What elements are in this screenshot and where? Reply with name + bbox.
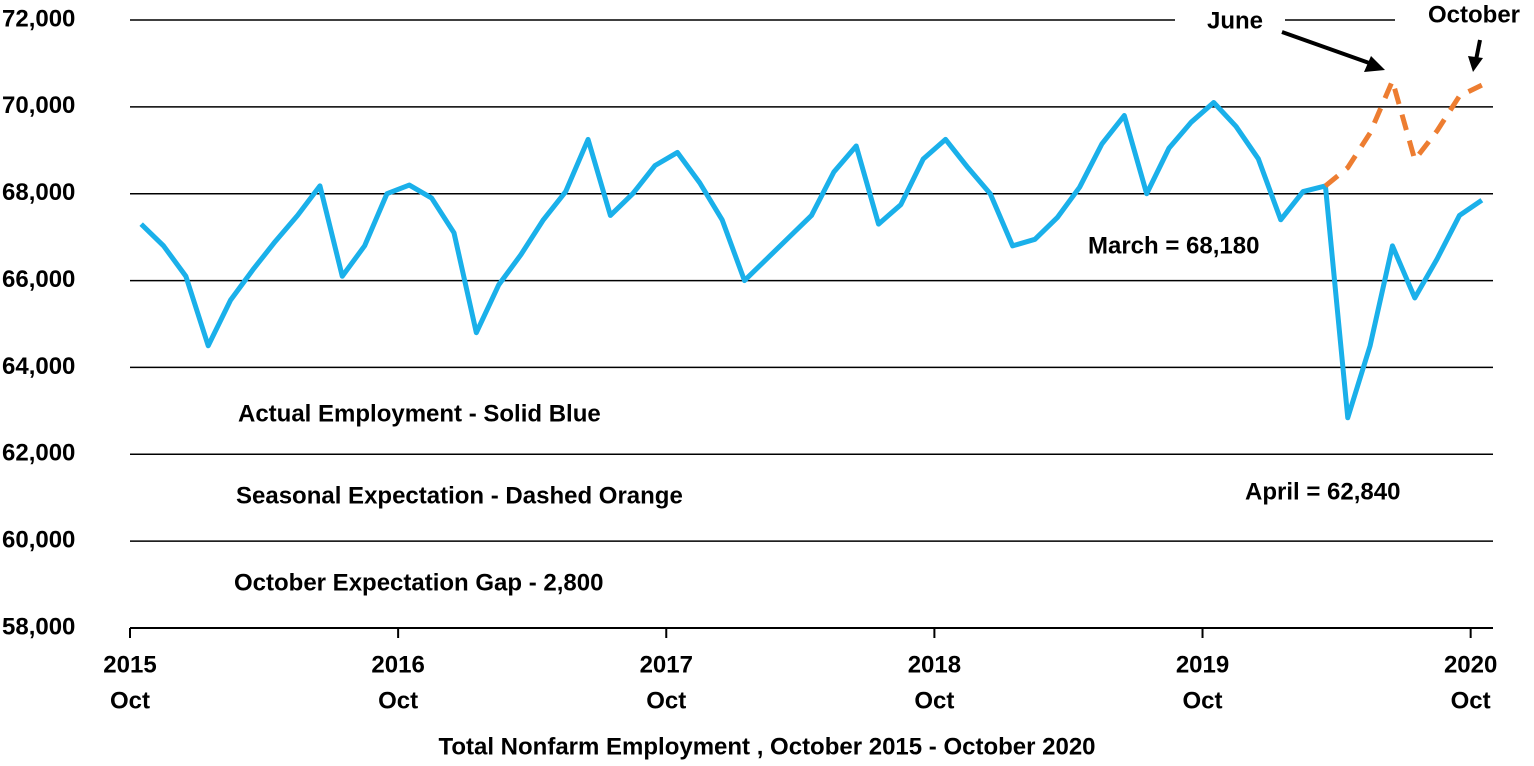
annotation: April = 62,840 [1245, 478, 1400, 505]
label-bg [1395, 5, 1534, 37]
arrow [1474, 39, 1482, 61]
x-tick-label: Oct [914, 687, 954, 714]
annotation: Seasonal Expectation - Dashed Orange [236, 482, 683, 509]
y-tick-label: 68,000 [2, 179, 75, 206]
arrow-head [1468, 56, 1483, 72]
arrow [1281, 30, 1373, 66]
x-tick-label: Oct [110, 687, 150, 714]
x-axis-title: Total Nonfarm Employment , October 2015 … [438, 733, 1095, 760]
annotation: October Expectation Gap - 2,800 [234, 569, 603, 596]
x-tick-label: Oct [378, 687, 418, 714]
x-tick-label: Oct [1451, 687, 1491, 714]
grid [130, 19, 1493, 629]
y-tick-label: 72,000 [2, 5, 75, 32]
x-tick-label: 2016 [371, 651, 424, 678]
annotation: March = 68,180 [1088, 232, 1259, 259]
y-tick-label: 70,000 [2, 92, 75, 119]
series-line [1323, 78, 1483, 188]
x-tick-label: 2017 [640, 651, 693, 678]
x-tick-label: Oct [646, 687, 686, 714]
y-tick-label: 60,000 [2, 526, 75, 553]
y-tick-label: 62,000 [2, 440, 75, 467]
y-tick-label: 64,000 [2, 353, 75, 380]
x-tick-label: 2020 [1444, 651, 1497, 678]
y-tick-label: 66,000 [2, 266, 75, 293]
x-tick-label: 2019 [1176, 651, 1229, 678]
x-tick-label: 2015 [103, 651, 156, 678]
annotation: June [1207, 7, 1263, 34]
x-tick-label: 2018 [908, 651, 961, 678]
x-tick-label: Oct [1183, 687, 1223, 714]
annotation: October [1428, 1, 1520, 28]
annotation: Actual Employment - Solid Blue [238, 400, 601, 427]
arrow-head [1364, 56, 1385, 72]
series-line [139, 100, 1484, 421]
label-bg [1175, 5, 1285, 37]
y-tick-label: 58,000 [2, 613, 75, 640]
lines [139, 78, 1484, 421]
